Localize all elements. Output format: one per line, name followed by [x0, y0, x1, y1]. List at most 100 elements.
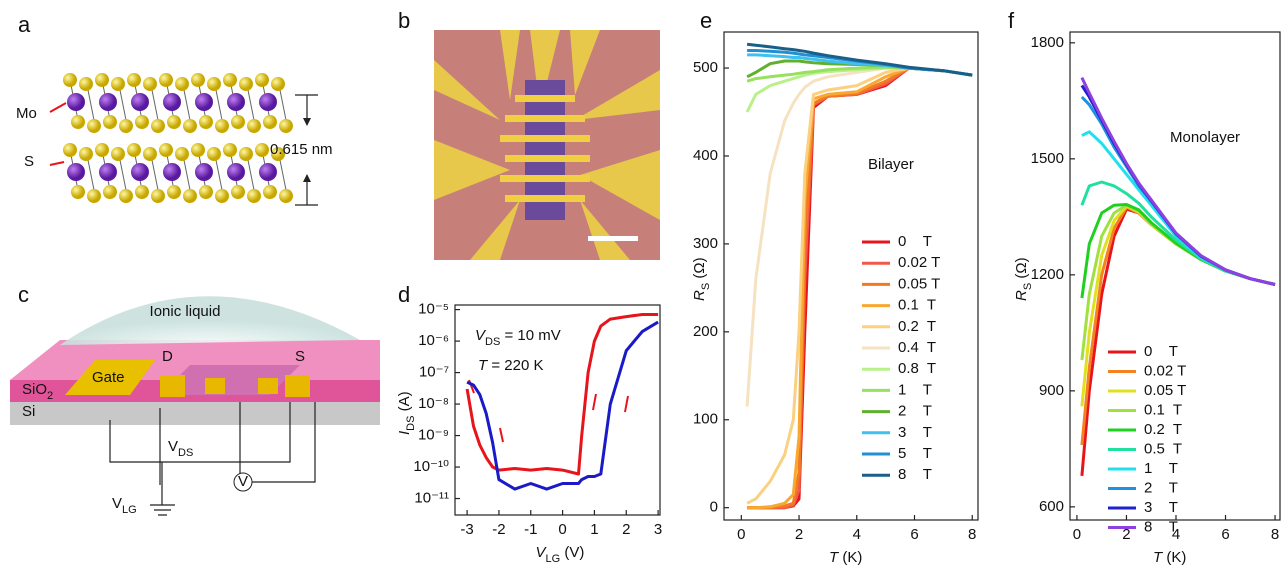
atom-mo: [195, 93, 213, 111]
atom-s: [103, 115, 117, 129]
panel-label: a: [18, 12, 31, 37]
atom-s: [247, 189, 261, 203]
y-axis-label-part: S: [700, 283, 712, 290]
x-tick-label: 2: [1122, 526, 1130, 543]
legend-label: 8 T: [1144, 518, 1178, 535]
atom-s: [135, 115, 149, 129]
x-axis-label: VLG (V): [536, 544, 585, 565]
y-axis-label: IDS (A): [396, 391, 417, 435]
x-tick-label: -3: [460, 521, 473, 538]
panel-label: e: [700, 8, 712, 33]
y-axis-label-part: R: [691, 290, 708, 301]
atom-s: [103, 185, 117, 199]
y-tick-label: 400: [693, 147, 718, 164]
atom-s: [191, 73, 205, 87]
legend-label: 1 T: [1144, 460, 1178, 477]
spacing-bar: [295, 94, 318, 206]
atom-s: [79, 77, 93, 91]
annotation-part: = 220 K: [487, 357, 543, 374]
y-tick-label: 10⁻⁷: [419, 364, 449, 381]
y-axis-label-part: (Ω): [1013, 257, 1030, 282]
legend-label: 3 T: [1144, 499, 1178, 516]
annotation-part: Monolayer: [1170, 129, 1240, 146]
atom-s: [247, 119, 261, 133]
label-vds-part: DS: [178, 447, 193, 459]
atom-s: [167, 185, 181, 199]
label-si: Si: [22, 403, 35, 420]
label-s: S: [295, 348, 305, 365]
y-tick-label: 900: [1039, 382, 1064, 399]
atom-s: [111, 77, 125, 91]
x-axis-label-part: (V): [560, 544, 584, 561]
atom-s: [159, 73, 173, 87]
annotation: VDS = 10 mV: [475, 327, 561, 348]
atom-mo: [163, 163, 181, 181]
legend-label: 3 T: [898, 424, 932, 441]
atom-s: [215, 189, 229, 203]
label-d: D: [162, 348, 173, 365]
legend-label: 0.2 T: [1144, 421, 1182, 438]
atom-s: [199, 185, 213, 199]
atom-s: [239, 77, 253, 91]
atom-mo: [227, 163, 245, 181]
atom-s: [71, 115, 85, 129]
device-sketch: [10, 296, 380, 516]
y-axis-label-part: I: [396, 431, 413, 435]
x-tick-label: 2: [795, 526, 803, 543]
y-tick-label: 1800: [1031, 34, 1064, 51]
x-tick-label: 8: [968, 526, 976, 543]
legend-label: 0 T: [898, 233, 932, 250]
x-tick-label: 1: [590, 521, 598, 538]
pointer: [49, 102, 67, 166]
atom-s: [135, 185, 149, 199]
y-tick-label: 10⁻¹⁰: [413, 458, 449, 475]
legend-label: 1 T: [898, 381, 932, 398]
y-tick-label: 100: [693, 411, 718, 428]
atom-s: [63, 73, 77, 87]
annotation-part: DS: [485, 336, 500, 348]
atom-s: [231, 185, 245, 199]
label-v: V: [238, 473, 248, 490]
atom-s: [87, 189, 101, 203]
legend-label: 0.05 T: [1144, 382, 1186, 399]
atom-mo: [163, 93, 181, 111]
atom-s: [143, 147, 157, 161]
label-sio2-part: 2: [47, 390, 53, 402]
y-axis-label: RS (Ω): [1013, 257, 1034, 301]
atom-mo: [67, 93, 85, 111]
atom-mo: [259, 93, 277, 111]
axes-frame: [723, 31, 979, 521]
panel-label: f: [1008, 8, 1015, 33]
label-vds: VDS: [168, 438, 193, 459]
atom-s: [159, 143, 173, 157]
y-tick-label: 0: [710, 499, 718, 516]
y-tick-label: 600: [1039, 498, 1064, 515]
y-tick-label: 10⁻⁶: [418, 332, 449, 349]
atom-s: [223, 73, 237, 87]
atom-s: [207, 77, 221, 91]
panel-label: d: [398, 282, 410, 307]
atom-s: [239, 147, 253, 161]
x-tick-label: 0: [558, 521, 566, 538]
atom-s: [271, 77, 285, 91]
legend-label: 0 T: [1144, 343, 1178, 360]
legend-label: 0.1 T: [1144, 401, 1182, 418]
annotation: Bilayer: [868, 156, 914, 173]
label-liquid: Ionic liquid: [150, 303, 221, 320]
atom-s: [223, 143, 237, 157]
atom-s: [279, 119, 293, 133]
atom-s: [167, 115, 181, 129]
label-vlg-part: LG: [122, 504, 137, 516]
atom-mo: [227, 93, 245, 111]
atom-s: [183, 119, 197, 133]
y-tick-label: 200: [693, 323, 718, 340]
atom-mo: [99, 93, 117, 111]
x-axis-label-part: V: [536, 544, 548, 561]
label-vds-part: V: [168, 438, 178, 455]
atom-s: [95, 143, 109, 157]
legend-label: 2 T: [898, 403, 932, 420]
y-tick-label: 10⁻⁵: [418, 301, 449, 318]
y-axis-label-part: (Ω): [691, 257, 708, 282]
y-tick-label: 300: [693, 235, 718, 252]
atom-s: [127, 73, 141, 87]
